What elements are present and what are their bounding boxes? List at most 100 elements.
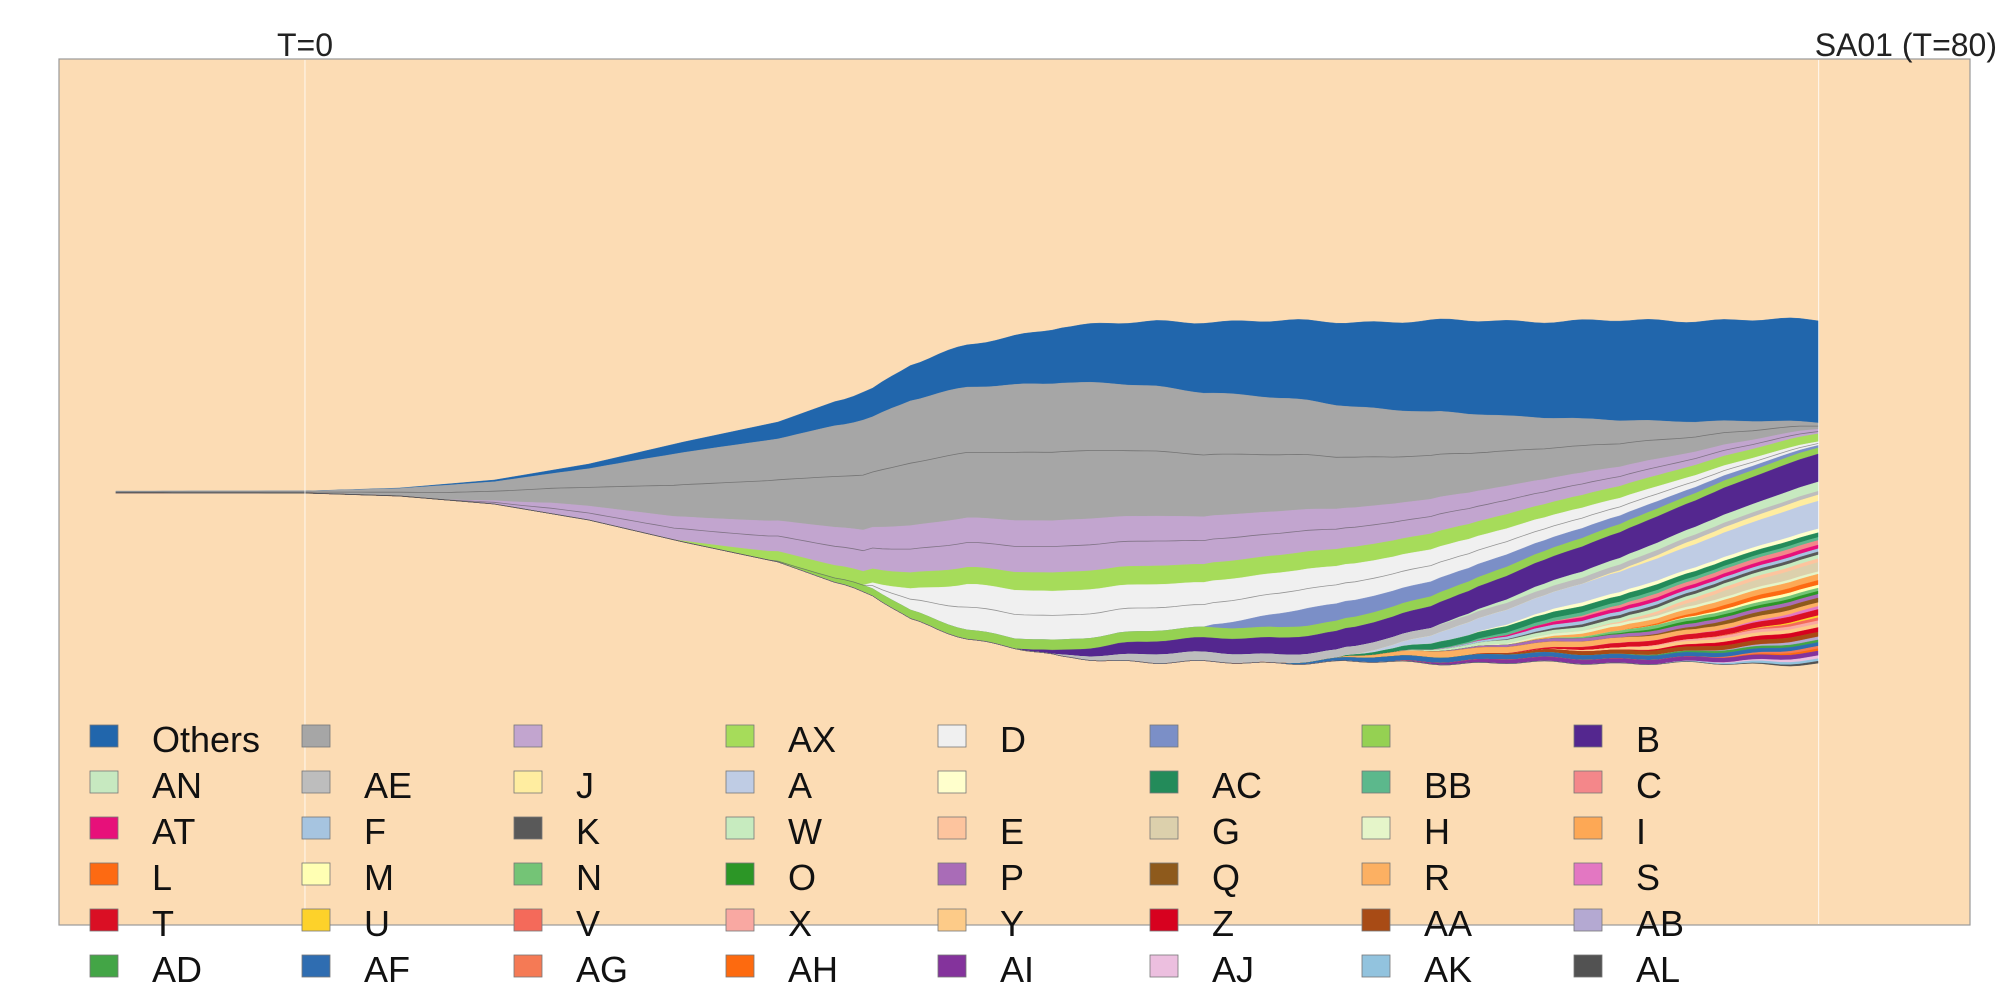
legend-label: H xyxy=(1424,811,1450,852)
legend-label: B xyxy=(1636,719,1660,760)
legend-item: Others xyxy=(89,719,260,760)
legend-item: AE xyxy=(301,765,412,806)
legend-label: AT xyxy=(152,811,195,852)
legend-label: AL xyxy=(1636,949,1680,990)
legend-swatch xyxy=(513,862,543,886)
legend-swatch xyxy=(1573,862,1603,886)
legend-item: AH xyxy=(725,949,838,990)
legend-swatch xyxy=(1573,770,1603,794)
legend-item: H xyxy=(1361,811,1450,852)
legend-swatch xyxy=(89,770,119,794)
legend-swatch xyxy=(89,816,119,840)
legend-swatch xyxy=(725,908,755,932)
legend-swatch xyxy=(89,908,119,932)
legend-item: T xyxy=(89,903,174,944)
legend-item: AT xyxy=(89,811,195,852)
legend-label: C xyxy=(1636,765,1662,806)
legend-item: AB xyxy=(1573,903,1684,944)
legend-item: U xyxy=(301,903,390,944)
legend-label: E xyxy=(1000,811,1024,852)
legend-swatch xyxy=(513,908,543,932)
legend-item xyxy=(1361,724,1391,748)
legend-swatch xyxy=(513,954,543,978)
legend-swatch xyxy=(1573,724,1603,748)
legend-item: N xyxy=(513,857,602,898)
legend-label: AJ xyxy=(1212,949,1254,990)
legend-item xyxy=(1149,724,1179,748)
legend-swatch xyxy=(1361,724,1391,748)
legend-label: V xyxy=(576,903,600,944)
legend-item: X xyxy=(725,903,812,944)
legend-label: F xyxy=(364,811,386,852)
legend-item: L xyxy=(89,857,172,898)
legend-swatch xyxy=(1149,816,1179,840)
legend-label: K xyxy=(576,811,600,852)
legend-swatch xyxy=(725,816,755,840)
legend-label: O xyxy=(788,857,816,898)
legend-item: AF xyxy=(301,949,410,990)
legend-label: X xyxy=(788,903,812,944)
legend-item: AA xyxy=(1361,903,1472,944)
legend-swatch xyxy=(725,724,755,748)
legend-swatch xyxy=(1361,816,1391,840)
legend-label: Others xyxy=(152,719,260,760)
legend-item: S xyxy=(1573,857,1660,898)
legend-swatch xyxy=(1149,770,1179,794)
stream-seam-line xyxy=(115,425,1819,494)
legend-label: BB xyxy=(1424,765,1472,806)
legend-swatch xyxy=(513,724,543,748)
legend-label: AN xyxy=(152,765,202,806)
legend-label: A xyxy=(788,765,812,806)
legend-swatch xyxy=(1573,954,1603,978)
legend-item: V xyxy=(513,903,600,944)
legend-swatch xyxy=(725,862,755,886)
legend-swatch xyxy=(1361,770,1391,794)
legend-swatch xyxy=(937,862,967,886)
legend-item: D xyxy=(937,719,1026,760)
legend-swatch xyxy=(89,862,119,886)
legend-item: O xyxy=(725,857,816,898)
legend-swatch xyxy=(1573,908,1603,932)
legend-item: AX xyxy=(725,719,836,760)
legend-item: AC xyxy=(1149,765,1262,806)
legend-item: BB xyxy=(1361,765,1472,806)
legend-swatch xyxy=(1361,954,1391,978)
legend-label: I xyxy=(1636,811,1646,852)
legend-swatch xyxy=(1149,954,1179,978)
legend-swatch xyxy=(1361,862,1391,886)
legend-swatch xyxy=(513,816,543,840)
legend-swatch xyxy=(1361,908,1391,932)
time-marker-label: T=0 xyxy=(277,27,333,63)
legend-label: T xyxy=(152,903,174,944)
legend-label: AF xyxy=(364,949,410,990)
legend-item: AK xyxy=(1361,949,1472,990)
legend-label: AB xyxy=(1636,903,1684,944)
legend-swatch xyxy=(301,724,331,748)
legend-label: R xyxy=(1424,857,1450,898)
legend-label: N xyxy=(576,857,602,898)
legend-item: Z xyxy=(1149,903,1234,944)
legend-item: W xyxy=(725,811,822,852)
legend-swatch xyxy=(1149,724,1179,748)
legend-item: R xyxy=(1361,857,1450,898)
legend-label: P xyxy=(1000,857,1024,898)
legend-item: F xyxy=(301,811,386,852)
legend-label: AE xyxy=(364,765,412,806)
time-marker-label: SA01 (T=80) xyxy=(1815,27,1997,63)
legend-swatch xyxy=(89,954,119,978)
legend-swatch xyxy=(937,770,967,794)
legend-item: C xyxy=(1573,765,1662,806)
legend-swatch xyxy=(301,816,331,840)
legend-item: AN xyxy=(89,765,202,806)
legend-swatch xyxy=(1573,816,1603,840)
legend-item xyxy=(513,724,543,748)
legend-swatch xyxy=(301,862,331,886)
legend-label: Q xyxy=(1212,857,1240,898)
legend-swatch xyxy=(301,770,331,794)
legend-label: J xyxy=(576,765,594,806)
legend-label: AH xyxy=(788,949,838,990)
legend-label: L xyxy=(152,857,172,898)
legend-item: G xyxy=(1149,811,1240,852)
legend-label: AI xyxy=(1000,949,1034,990)
